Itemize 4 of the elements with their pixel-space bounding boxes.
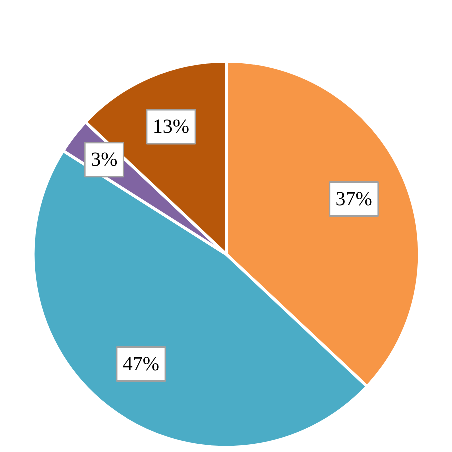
data-label: 47%: [122, 353, 160, 376]
data-label: 37%: [336, 188, 372, 210]
data-label: 13%: [152, 116, 190, 138]
data-label: 3%: [91, 148, 118, 171]
